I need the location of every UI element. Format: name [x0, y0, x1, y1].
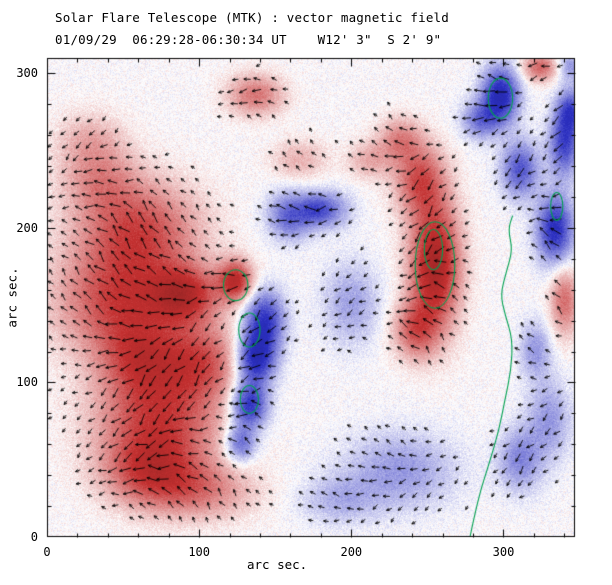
y-axis-label: arc sec.	[4, 267, 20, 328]
y-tick-label-100: 100	[16, 375, 38, 390]
y-tick-label-300: 300	[16, 66, 38, 81]
x-axis-label: arc sec.	[247, 557, 308, 572]
y-tick-label-0: 0	[30, 530, 38, 544]
x-tick-label-100: 100	[188, 545, 210, 559]
x-tick-label-0: 0	[43, 545, 51, 559]
page-title: Solar Flare Telescope (MTK) : vector mag…	[55, 10, 450, 25]
date-line: 01/09/29 06:29:28-06:30:34 UT W12' 3" S …	[55, 32, 442, 47]
x-tick-label-300: 300	[492, 545, 515, 559]
x-tick-label-200: 200	[340, 545, 363, 559]
y-tick-label-200: 200	[16, 220, 38, 235]
